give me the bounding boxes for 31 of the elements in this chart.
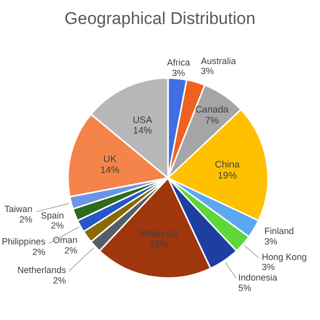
slice-label: Africa xyxy=(167,58,190,68)
slice-label: Taiwan xyxy=(4,204,32,214)
slice-label: Finland xyxy=(264,226,294,236)
slice-label: Indonesia xyxy=(238,272,278,282)
data-label: 3% xyxy=(200,66,214,76)
data-label: 19% xyxy=(218,170,238,182)
chart-title: Geographical Distribution xyxy=(64,9,256,28)
data-label: 3% xyxy=(264,236,278,246)
data-label: 14% xyxy=(132,126,153,137)
slice-label: USA xyxy=(132,114,153,126)
slice-label: Netherlands xyxy=(17,264,66,275)
slice-label: Philippines xyxy=(2,236,46,247)
data-label: 2% xyxy=(52,275,66,286)
data-label: 19% xyxy=(149,239,169,250)
data-label: 2% xyxy=(50,220,64,231)
data-label: 14% xyxy=(100,165,120,176)
slice-label: Spain xyxy=(40,210,64,220)
slice-label: China xyxy=(214,160,240,171)
slice-label: Oman xyxy=(52,234,78,245)
data-label: 2% xyxy=(64,245,78,256)
data-label: 7% xyxy=(204,115,220,126)
data-label: 5% xyxy=(238,282,252,293)
data-label: 3% xyxy=(262,262,275,272)
data-label: 2% xyxy=(32,246,46,257)
slice-label: Malaysia xyxy=(140,228,178,240)
slice-label: Hong Kong xyxy=(262,252,307,262)
data-label: 3% xyxy=(172,68,186,78)
slice-label: UK xyxy=(103,154,118,166)
slice-label: Australia xyxy=(200,56,236,66)
slice-label: Canada xyxy=(195,104,230,116)
data-label: 2% xyxy=(19,214,32,224)
